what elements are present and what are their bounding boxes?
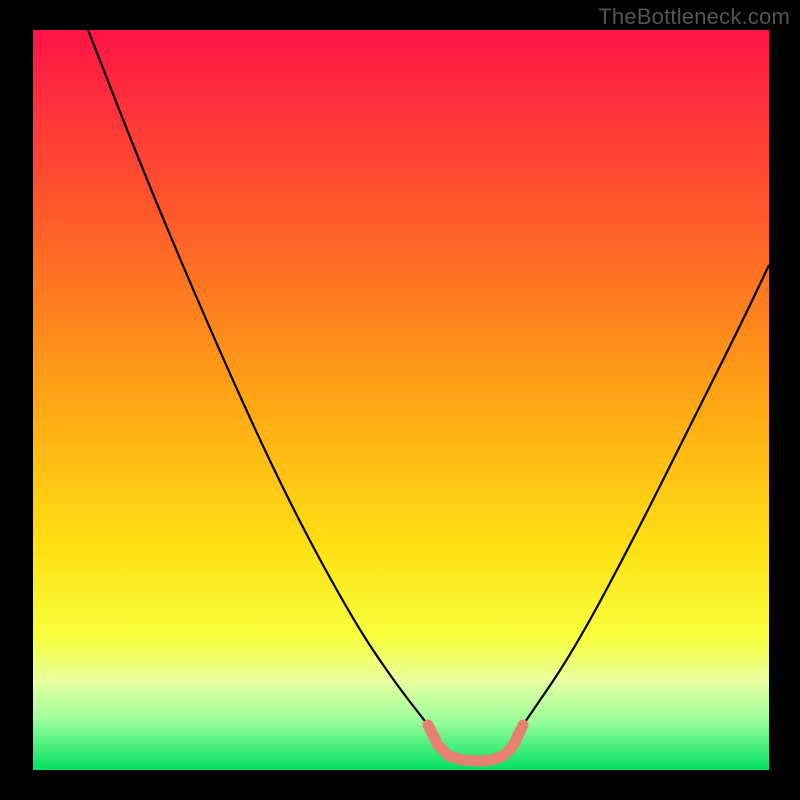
watermark-text: TheBottleneck.com: [598, 4, 790, 30]
curve-left-branch: [88, 30, 428, 725]
bottleneck-curve: [33, 30, 769, 770]
curve-right-branch: [523, 265, 769, 725]
chart-container: TheBottleneck.com: [0, 0, 800, 800]
curve-bottom-connector: [428, 725, 523, 761]
